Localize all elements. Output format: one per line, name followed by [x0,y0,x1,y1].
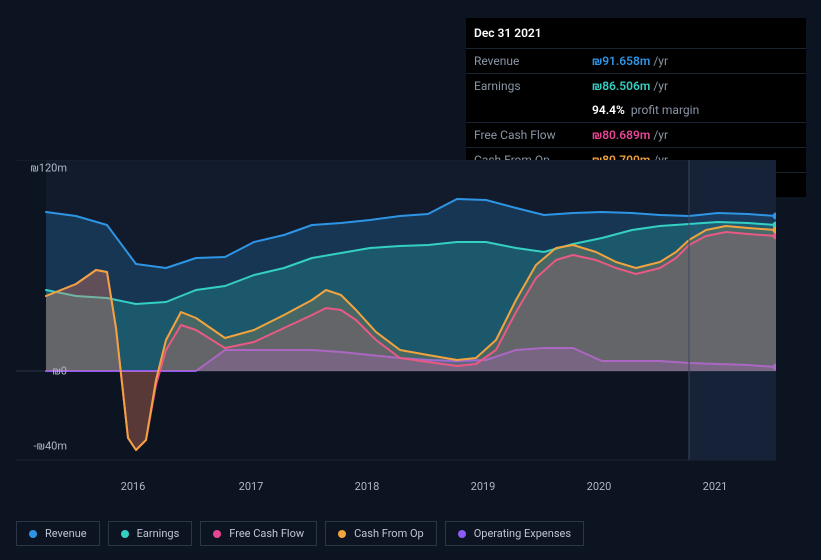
tooltip-value: ₪86.506m [592,79,650,93]
legend-label: Operating Expenses [474,527,571,540]
tooltip-unit: /yr [653,128,668,142]
tooltip-label: Earnings [474,77,592,95]
x-axis-label: 2020 [587,480,612,493]
legend-item-cash-from-op[interactable]: Cash From Op [325,521,437,546]
y-axis-label: -₪40m [33,440,67,453]
legend-dot [458,530,466,538]
tooltip-date: Dec 31 2021 [466,18,806,48]
tooltip-row: Revenue₪91.658m/yr [466,48,806,73]
legend-label: Cash From Op [354,527,424,540]
legend: Revenue Earnings Free Cash Flow Cash From O… [16,521,584,546]
tooltip-row: Free Cash Flow₪80.689m/yr [466,122,806,147]
tooltip-value: ₪80.689m [592,128,650,142]
x-axis-label: 2016 [121,480,146,493]
chart-root: Dec 31 2021 Revenue₪91.658m/yrEarnings₪8… [0,0,821,560]
x-axis-label: 2017 [239,480,264,493]
legend-item-operating-expenses[interactable]: Operating Expenses [445,521,584,546]
legend-item-revenue[interactable]: Revenue [16,521,100,546]
tooltip-label: Revenue [474,52,592,70]
tooltip-pct: 94.4% [592,103,625,117]
chart-area: ₪0₪120m-₪40m 201620172018201920202021 [16,160,805,480]
x-axis-label: 2021 [703,480,728,493]
legend-dot [213,530,221,538]
tooltip-subrow: 94.4% profit margin [466,98,806,122]
x-axis-label: 2019 [471,480,496,493]
tooltip-extra: profit margin [628,103,699,117]
tooltip-row: Earnings₪86.506m/yr [466,73,806,98]
tooltip-unit: /yr [653,54,668,68]
tooltip-unit: /yr [653,79,668,93]
x-axis-label: 2018 [355,480,380,493]
legend-dot [338,530,346,538]
legend-item-earnings[interactable]: Earnings [108,521,193,546]
tooltip-value: ₪91.658m [592,54,650,68]
legend-label: Free Cash Flow [229,527,304,540]
legend-label: Revenue [45,527,87,540]
tooltip-value-cell: ₪80.689m/yr [592,126,668,144]
area-chart-svg [16,160,776,480]
y-axis-label: ₪0 [52,365,67,378]
legend-dot [121,530,129,538]
tooltip-value-cell: ₪86.506m/yr [592,77,668,95]
legend-label: Earnings [137,527,180,540]
y-axis-label: ₪120m [30,162,67,175]
tooltip-label: Free Cash Flow [474,126,592,144]
legend-dot [29,530,37,538]
tooltip-value-cell: ₪91.658m/yr [592,52,668,70]
legend-item-free-cash-flow[interactable]: Free Cash Flow [200,521,317,546]
